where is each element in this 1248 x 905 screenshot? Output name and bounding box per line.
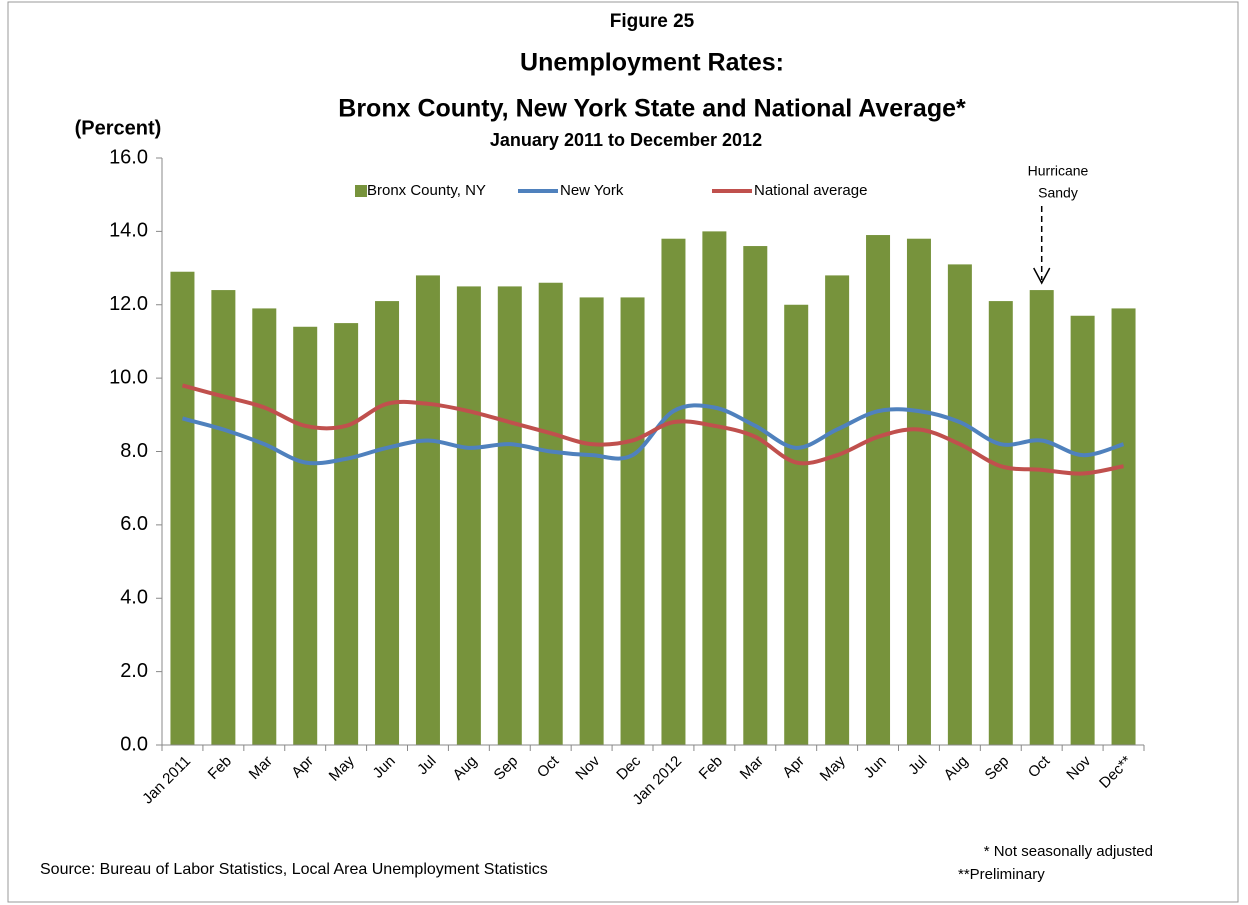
bar	[784, 304, 809, 745]
legend-label: National average	[754, 182, 867, 199]
bar	[743, 246, 768, 746]
legend-swatch	[355, 185, 367, 197]
y-tick-label: 8.0	[120, 440, 148, 462]
bar	[1070, 315, 1095, 745]
chart-title: Unemployment Rates:	[520, 49, 784, 77]
bar	[334, 323, 359, 745]
y-tick-label: 16.0	[109, 146, 148, 168]
y-tick-label: 10.0	[109, 366, 148, 388]
y-tick-label: 12.0	[109, 293, 148, 315]
annotation: Sandy	[1038, 185, 1078, 201]
bar	[497, 286, 522, 745]
figure-label: Figure 25	[610, 11, 695, 32]
bar	[906, 238, 931, 745]
bar	[579, 297, 604, 745]
bar	[825, 275, 850, 745]
bar	[1029, 290, 1054, 745]
bar	[293, 326, 318, 745]
y-tick-label: 0.0	[120, 733, 148, 755]
footnote: * Not seasonally adjusted	[984, 843, 1153, 860]
source: Source: Bureau of Labor Statistics, Loca…	[40, 861, 548, 878]
chart-subtitle: Bronx County, New York State and Nationa…	[338, 95, 966, 123]
bar	[415, 275, 440, 745]
y-tick-label: 2.0	[120, 660, 148, 682]
bar	[702, 231, 727, 745]
annotation: Hurricane	[1028, 163, 1089, 179]
bar	[211, 290, 236, 745]
bar	[252, 308, 277, 745]
bar	[661, 238, 686, 745]
bar	[456, 286, 481, 745]
footnote: **Preliminary	[958, 866, 1045, 883]
legend-label: Bronx County, NY	[367, 182, 486, 199]
bar	[1111, 308, 1136, 745]
line	[181, 403, 1125, 466]
y-axis-label: (Percent)	[75, 117, 162, 139]
bar	[375, 301, 400, 745]
y-tick-label: 6.0	[120, 513, 148, 535]
legend-label: New York	[560, 182, 624, 199]
bar	[620, 297, 645, 745]
y-tick-label: 4.0	[120, 587, 148, 609]
bar	[170, 271, 195, 745]
annotation-arrowhead	[1033, 267, 1051, 285]
bar	[988, 301, 1013, 745]
bar	[866, 235, 891, 745]
bar	[538, 282, 563, 745]
period: January 2011 to December 2012	[490, 130, 762, 150]
line	[181, 383, 1124, 476]
y-tick-label: 14.0	[109, 220, 148, 242]
bar	[947, 264, 972, 745]
